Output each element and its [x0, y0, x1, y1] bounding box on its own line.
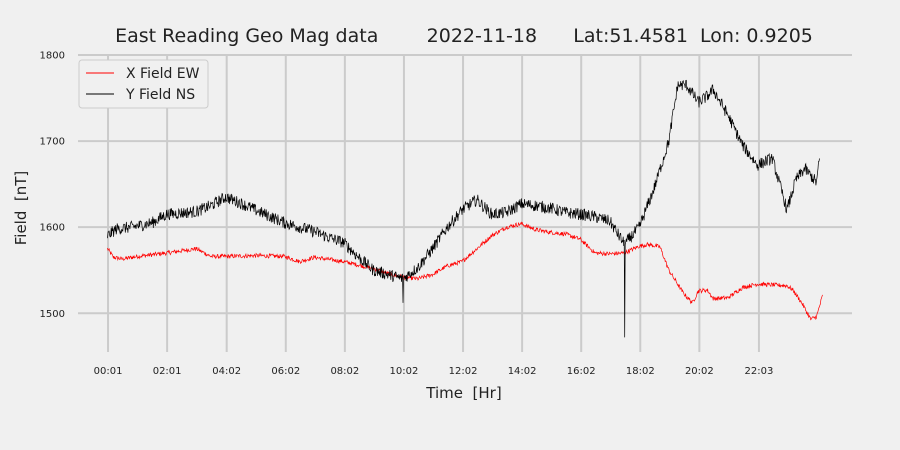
- x-tick-label: 02:01: [153, 366, 182, 377]
- x-tick-label: 22:03: [745, 366, 774, 377]
- x-ticks: 00:01 02:01 04:02 06:02 08:02 10:02 12:02 14:02…: [94, 366, 774, 377]
- legend-label-x-field-ew: X Field EW: [126, 66, 200, 82]
- x-tick-label: 12:02: [449, 366, 478, 377]
- legend-frame: [78, 59, 209, 109]
- y-tick-label: 1800: [40, 51, 65, 62]
- x-tick-label: 16:02: [567, 366, 596, 377]
- x-tick-label: 08:02: [330, 366, 359, 377]
- x-axis-label: Time [Hr]: [425, 384, 501, 402]
- series-line-x-field-ew: [107, 221, 823, 321]
- series-line-y-field-ns: [107, 79, 820, 338]
- legend-label-y-field-ns: Y Field NS: [125, 87, 195, 103]
- x-tick-label: 20:02: [685, 366, 714, 377]
- y-tick-label: 1500: [40, 309, 65, 320]
- y-tick-label: 1700: [40, 137, 65, 148]
- y-ticks: 1500 1600 1700 1800: [40, 51, 65, 320]
- plot-area: [107, 79, 823, 338]
- chart-title: East Reading Geo Mag data 2022-11-18 Lat…: [115, 25, 813, 47]
- y-axis-label: Field [nT]: [12, 171, 30, 246]
- x-tick-label: 00:01: [94, 366, 123, 377]
- x-tick-label: 18:02: [626, 366, 655, 377]
- legend: X Field EW Y Field NS: [78, 59, 209, 109]
- x-tick-label: 06:02: [271, 366, 300, 377]
- x-tick-label: 04:02: [212, 366, 241, 377]
- x-tick-label: 14:02: [508, 366, 537, 377]
- y-tick-label: 1600: [40, 223, 65, 234]
- x-tick-label: 10:02: [390, 366, 419, 377]
